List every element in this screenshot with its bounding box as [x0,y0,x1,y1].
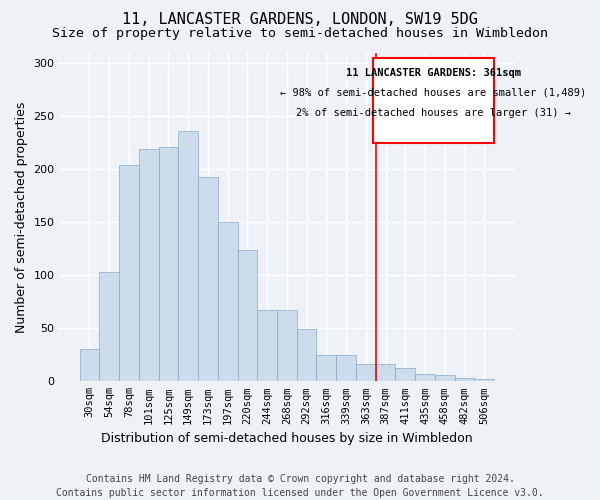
Bar [297,330,316,382]
Bar [356,364,376,382]
Bar [139,149,158,382]
Text: ← 98% of semi-detached houses are smaller (1,489): ← 98% of semi-detached houses are smalle… [280,88,587,98]
Bar [455,378,475,382]
Bar [158,147,178,382]
Bar [257,310,277,382]
Text: Size of property relative to semi-detached houses in Wimbledon: Size of property relative to semi-detach… [52,28,548,40]
Bar [100,272,119,382]
Bar [373,58,494,142]
Bar [198,176,218,382]
Bar [395,368,415,382]
Bar [178,131,198,382]
Bar [415,374,435,382]
Bar [316,355,336,382]
Bar [435,375,455,382]
Bar [376,364,395,382]
Bar [238,250,257,382]
Bar [475,379,494,382]
Bar [119,165,139,382]
Text: 11 LANCASTER GARDENS: 361sqm: 11 LANCASTER GARDENS: 361sqm [346,68,521,78]
Bar [277,310,297,382]
Text: 11, LANCASTER GARDENS, LONDON, SW19 5DG: 11, LANCASTER GARDENS, LONDON, SW19 5DG [122,12,478,28]
Bar [218,222,238,382]
X-axis label: Distribution of semi-detached houses by size in Wimbledon: Distribution of semi-detached houses by … [101,432,473,445]
Y-axis label: Number of semi-detached properties: Number of semi-detached properties [15,101,28,332]
Text: 2% of semi-detached houses are larger (31) →: 2% of semi-detached houses are larger (3… [296,108,571,118]
Text: Contains HM Land Registry data © Crown copyright and database right 2024.
Contai: Contains HM Land Registry data © Crown c… [56,474,544,498]
Bar [80,350,100,382]
Bar [336,355,356,382]
